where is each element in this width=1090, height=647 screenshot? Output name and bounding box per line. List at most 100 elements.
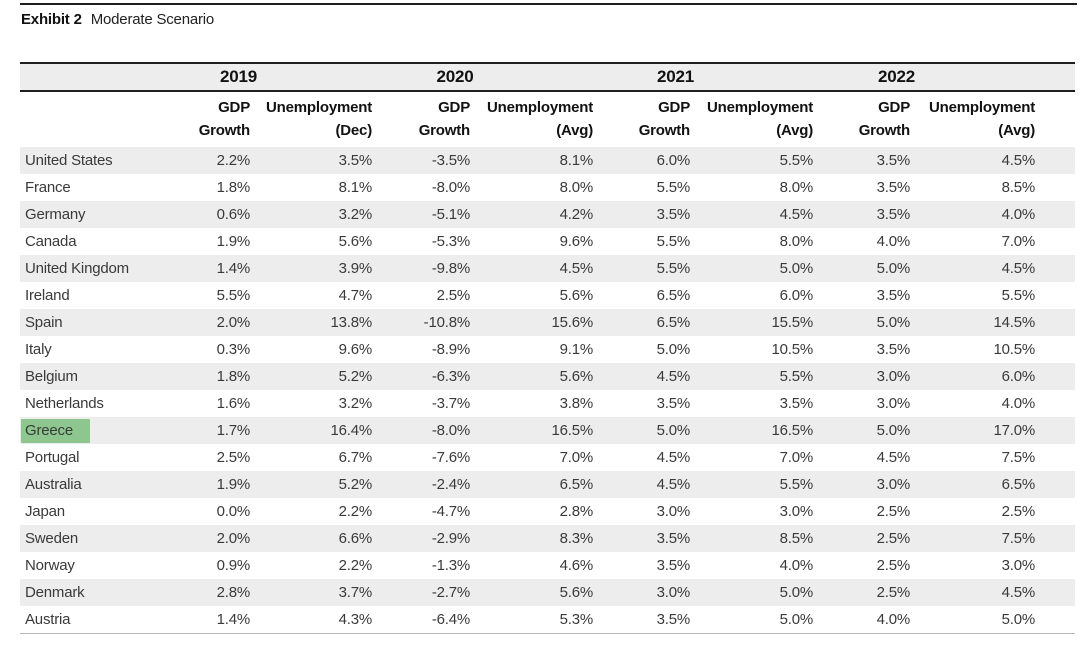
value-cell: 6.5% bbox=[1001, 476, 1036, 493]
value-cell: 5.6% bbox=[559, 287, 594, 304]
value-cell: 5.0% bbox=[876, 260, 911, 277]
value-cell: 6.0% bbox=[779, 287, 814, 304]
value-cell: 0.9% bbox=[216, 557, 251, 574]
value-cell: 1.6% bbox=[216, 395, 251, 412]
value-cell: 14.5% bbox=[993, 314, 1035, 331]
value-cell: 4.0% bbox=[876, 233, 911, 250]
value-cell: 15.6% bbox=[551, 314, 593, 331]
country-cell: Ireland bbox=[25, 287, 70, 304]
year-header-2022: 2022 bbox=[877, 67, 916, 86]
value-cell: 3.2% bbox=[338, 206, 373, 223]
value-cell: 5.2% bbox=[338, 476, 373, 493]
value-cell: 5.0% bbox=[779, 584, 814, 601]
value-cell: 7.5% bbox=[1001, 530, 1036, 547]
exhibit-label: Exhibit 2 bbox=[21, 11, 82, 28]
value-cell: 5.3% bbox=[559, 611, 594, 628]
value-cell: 9.6% bbox=[338, 341, 373, 358]
header-line: (Dec) bbox=[335, 122, 372, 139]
value-cell: 6.0% bbox=[1001, 368, 1036, 385]
value-cell: 3.5% bbox=[656, 206, 691, 223]
table-row: Belgium 1.8% 5.2% -6.3% 5.6% 4.5% 5.5% 3.0% 6.0% bbox=[20, 363, 1075, 390]
value-cell: -3.7% bbox=[431, 395, 470, 412]
value-cell: 10.5% bbox=[771, 341, 813, 358]
table-row: Japan 0.0% 2.2% -4.7% 2.8% 3.0% 3.0% 2.5% 2.5% bbox=[20, 498, 1075, 525]
country-cell: Denmark bbox=[25, 584, 85, 601]
value-cell: 3.0% bbox=[876, 368, 911, 385]
country-cell: Sweden bbox=[25, 530, 79, 547]
country-cell: Netherlands bbox=[25, 395, 104, 412]
header-line: Growth bbox=[858, 122, 910, 139]
value-cell: 4.5% bbox=[1001, 584, 1036, 601]
value-cell: 3.5% bbox=[876, 179, 911, 196]
unemployment-header-2020: Unemployment (Avg) bbox=[470, 91, 593, 147]
country-cell: Australia bbox=[25, 476, 82, 493]
value-cell: 3.0% bbox=[876, 395, 911, 412]
exhibit-title-row: Exhibit 2 Moderate Scenario bbox=[21, 11, 214, 28]
value-cell: 16.5% bbox=[551, 422, 593, 439]
value-cell: -3.5% bbox=[431, 152, 470, 169]
table-row: Greece 1.7% 16.4% -8.0% 16.5% 5.0% 16.5% 5.0% 17… bbox=[20, 417, 1075, 444]
value-cell: 8.5% bbox=[1001, 179, 1036, 196]
value-cell: 3.5% bbox=[876, 341, 911, 358]
top-rule bbox=[20, 3, 1077, 5]
header-line: Growth bbox=[198, 122, 250, 139]
header-line: (Avg) bbox=[776, 122, 813, 139]
table-row: Austria 1.4% 4.3% -6.4% 5.3% 3.5% 5.0% 4.0% 5.0% bbox=[20, 606, 1075, 634]
table-row: Norway 0.9% 2.2% -1.3% 4.6% 3.5% 4.0% 2.5% 3.0% bbox=[20, 552, 1075, 579]
corner-cell bbox=[20, 91, 160, 147]
value-cell: 5.0% bbox=[1001, 611, 1036, 628]
value-cell: 7.0% bbox=[559, 449, 594, 466]
table-row: Italy 0.3% 9.6% -8.9% 9.1% 5.0% 10.5% 3.5% 10.5% bbox=[20, 336, 1075, 363]
value-cell: 2.5% bbox=[216, 449, 251, 466]
value-cell: 4.5% bbox=[656, 368, 691, 385]
year-header-2019: 2019 bbox=[219, 67, 258, 86]
gdp-header-2019: GDP Growth bbox=[160, 91, 250, 147]
value-cell: 15.5% bbox=[771, 314, 813, 331]
value-cell: 4.5% bbox=[656, 449, 691, 466]
value-cell: 5.0% bbox=[876, 314, 911, 331]
value-cell: 4.5% bbox=[1001, 152, 1036, 169]
country-cell: Norway bbox=[25, 557, 75, 574]
header-line: Unemployment bbox=[487, 99, 593, 116]
value-cell: -6.4% bbox=[431, 611, 470, 628]
table-row: Australia 1.9% 5.2% -2.4% 6.5% 4.5% 5.5% 3.0% 6.… bbox=[20, 471, 1075, 498]
value-cell: 4.7% bbox=[338, 287, 373, 304]
value-cell: 2.2% bbox=[338, 557, 373, 574]
value-cell: 4.0% bbox=[779, 557, 814, 574]
table-row: Ireland 5.5% 4.7% 2.5% 5.6% 6.5% 6.0% 3.5% 5.5% bbox=[20, 282, 1075, 309]
value-cell: 8.3% bbox=[559, 530, 594, 547]
value-cell: 9.6% bbox=[559, 233, 594, 250]
value-cell: 1.9% bbox=[216, 476, 251, 493]
country-cell: Canada bbox=[25, 233, 77, 250]
value-cell: 6.0% bbox=[656, 152, 691, 169]
value-cell: 10.5% bbox=[993, 341, 1035, 358]
value-cell: -10.8% bbox=[423, 314, 471, 331]
value-cell: 8.1% bbox=[559, 152, 594, 169]
value-cell: 3.5% bbox=[656, 557, 691, 574]
value-cell: 6.6% bbox=[338, 530, 373, 547]
value-cell: 5.5% bbox=[656, 233, 691, 250]
value-cell: 13.8% bbox=[330, 314, 372, 331]
value-cell: 5.6% bbox=[559, 368, 594, 385]
country-cell: United States bbox=[25, 152, 113, 169]
country-cell: Greece bbox=[20, 417, 160, 444]
value-cell: 0.3% bbox=[216, 341, 251, 358]
value-cell: 3.5% bbox=[876, 206, 911, 223]
value-cell: 3.9% bbox=[338, 260, 373, 277]
highlighted-country-label: Greece bbox=[21, 419, 90, 443]
corner-cell bbox=[20, 63, 160, 91]
value-cell: 1.8% bbox=[216, 368, 251, 385]
header-line: (Avg) bbox=[998, 122, 1035, 139]
value-cell: 4.5% bbox=[876, 449, 911, 466]
value-cell: 4.6% bbox=[559, 557, 594, 574]
value-cell: -9.8% bbox=[431, 260, 470, 277]
value-cell: 1.8% bbox=[216, 179, 251, 196]
gdp-header-2021: GDP Growth bbox=[593, 91, 690, 147]
country-cell: Portugal bbox=[25, 449, 80, 466]
header-line: Unemployment bbox=[929, 99, 1035, 116]
value-cell: 5.0% bbox=[876, 422, 911, 439]
value-cell: 5.5% bbox=[779, 476, 814, 493]
value-cell: 4.5% bbox=[559, 260, 594, 277]
value-cell: 3.5% bbox=[779, 395, 814, 412]
